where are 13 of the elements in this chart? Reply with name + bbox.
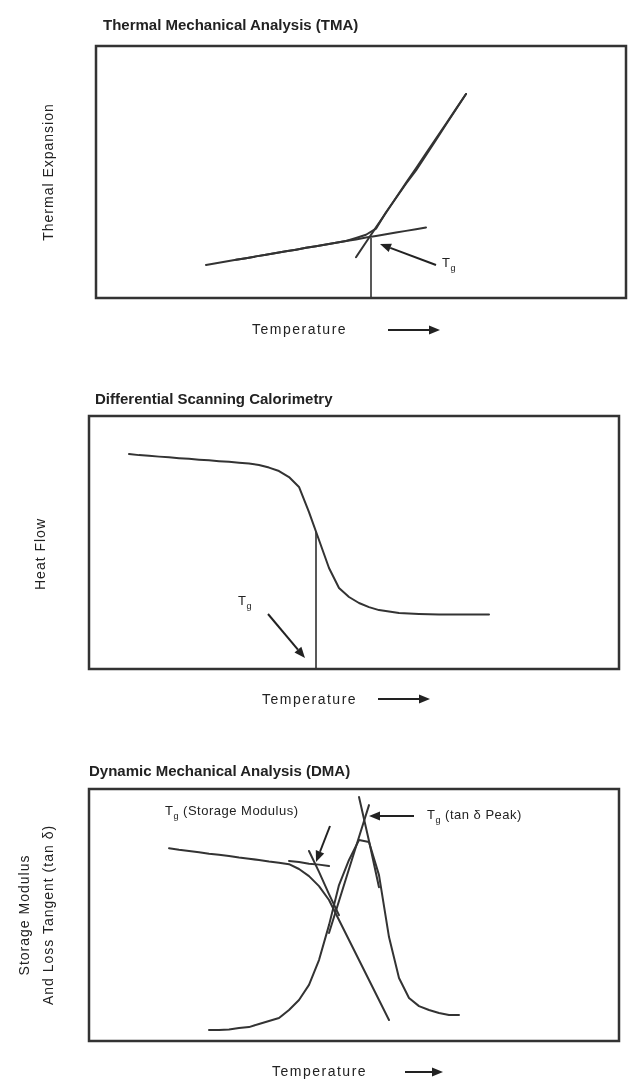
- annotation: T$_{g}$: [442, 255, 456, 273]
- y-axis-title: Heat Flow: [31, 517, 49, 591]
- y-axis-title: Storage Modulus And Loss Tangent (tan δ): [15, 824, 57, 1006]
- y-axis-title: Thermal Expansion: [39, 103, 57, 241]
- x-axis-title: Temperature: [272, 1063, 368, 1079]
- chart-title: Differential Scanning Calorimetry: [95, 390, 333, 407]
- annotation: T$_{g}$ (Storage Modulus): [165, 803, 299, 821]
- chart-title: Dynamic Mechanical Analysis (DMA): [89, 762, 351, 779]
- x-axis-title: Temperature: [262, 691, 358, 707]
- annotation: T$_{g}$ (tan δ Peak): [427, 807, 522, 825]
- x-axis-title: Temperature: [252, 321, 348, 337]
- annotation: T$_{g}$: [238, 593, 252, 611]
- chart-title: Thermal Mechanical Analysis (TMA): [103, 16, 359, 33]
